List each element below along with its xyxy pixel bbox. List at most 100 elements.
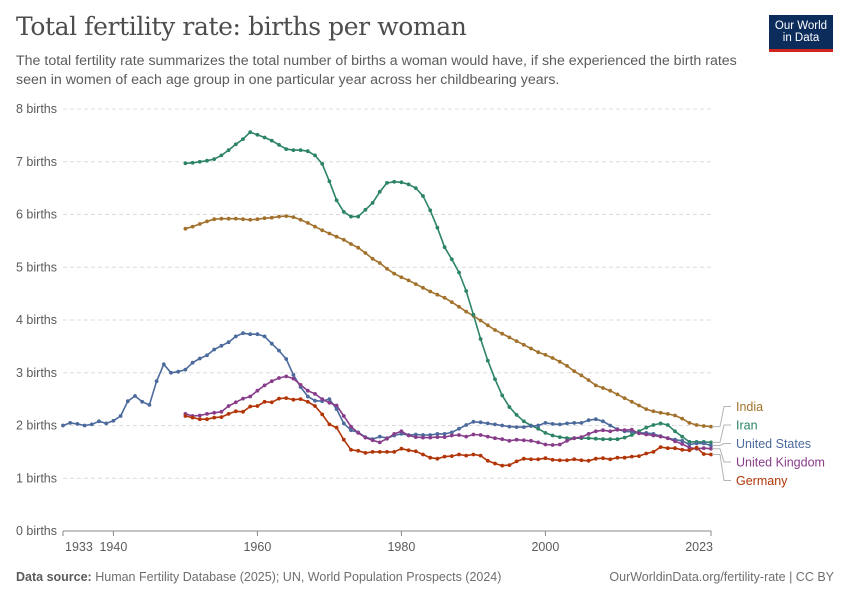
data-point — [442, 295, 447, 300]
data-point — [334, 425, 339, 430]
data-point — [665, 423, 670, 427]
data-point — [471, 419, 476, 424]
data-point — [529, 424, 533, 428]
data-point — [399, 275, 404, 280]
data-point — [514, 425, 519, 429]
series-label: India — [736, 400, 763, 414]
data-point — [118, 414, 123, 418]
data-point — [392, 432, 397, 436]
data-point — [327, 231, 332, 236]
data-point — [284, 147, 289, 152]
data-point — [565, 364, 569, 368]
y-tick-label: 8 births — [16, 102, 57, 116]
data-point — [658, 421, 663, 426]
data-point — [82, 423, 87, 428]
data-point — [449, 300, 454, 304]
label-connector — [712, 443, 731, 446]
owid-logo[interactable]: Our World in Data — [769, 15, 833, 52]
data-point — [262, 334, 267, 339]
data-point — [212, 347, 217, 352]
data-point — [608, 429, 613, 434]
data-point — [385, 181, 389, 185]
data-point — [413, 432, 418, 437]
data-point — [514, 437, 519, 442]
data-point — [471, 452, 476, 457]
data-point — [601, 419, 605, 424]
data-point — [709, 452, 713, 457]
data-point — [493, 422, 497, 427]
data-point — [658, 434, 663, 439]
data-point — [298, 383, 303, 387]
series-line — [62, 332, 712, 447]
data-point — [478, 318, 483, 323]
data-point — [334, 403, 339, 408]
y-tick-label: 3 births — [16, 366, 57, 380]
data-point — [701, 424, 706, 428]
data-point — [284, 396, 289, 400]
data-point — [651, 433, 656, 438]
data-point — [377, 261, 382, 265]
data-point — [226, 412, 231, 416]
data-point — [356, 431, 361, 435]
data-point — [500, 423, 505, 428]
data-point — [320, 228, 325, 233]
data-point — [205, 158, 209, 163]
data-point — [601, 437, 605, 442]
data-point — [601, 386, 605, 390]
data-point — [334, 407, 339, 411]
data-point — [248, 394, 253, 399]
data-point — [593, 417, 598, 422]
data-point — [313, 398, 317, 403]
data-point — [277, 348, 281, 353]
x-tick-label: 1940 — [99, 540, 127, 554]
data-point — [622, 455, 627, 460]
data-point — [593, 429, 598, 434]
data-point — [464, 289, 469, 293]
data-point — [305, 221, 310, 225]
data-point — [665, 412, 670, 416]
data-point — [637, 403, 641, 408]
data-point — [442, 245, 447, 250]
data-source: Data source: Human Fertility Database (2… — [16, 570, 501, 584]
source-link[interactable]: OurWorldinData.org/fertility-rate | CC B… — [609, 570, 834, 584]
data-point — [493, 377, 497, 381]
data-point — [550, 457, 555, 462]
data-point — [190, 160, 195, 165]
data-source-text: Human Fertility Database (2025); UN, Wor… — [95, 570, 502, 584]
data-point — [313, 404, 317, 408]
label-connector — [712, 448, 731, 463]
data-point — [435, 292, 440, 297]
data-point — [651, 450, 656, 454]
data-point — [399, 180, 404, 185]
data-point — [543, 421, 548, 425]
logo-line-1: Our World — [774, 20, 828, 32]
data-point — [680, 447, 685, 452]
y-tick-label: 5 births — [16, 260, 57, 274]
data-point — [687, 448, 692, 453]
data-point — [687, 421, 692, 425]
data-point — [644, 407, 649, 411]
data-point — [212, 157, 217, 162]
data-point — [536, 423, 541, 428]
data-point — [327, 179, 332, 184]
data-point — [327, 397, 332, 401]
data-point — [413, 282, 418, 286]
data-point — [701, 446, 706, 451]
data-point — [262, 399, 267, 404]
data-point — [197, 413, 202, 418]
data-point — [485, 323, 490, 328]
series-line — [185, 131, 712, 444]
data-point — [673, 429, 677, 434]
data-point — [557, 435, 562, 439]
data-point — [291, 215, 296, 220]
data-point — [233, 334, 238, 339]
data-point — [291, 397, 296, 402]
data-point — [133, 394, 137, 398]
data-point — [601, 456, 605, 461]
data-point — [356, 214, 361, 219]
data-point — [183, 226, 188, 231]
data-point — [687, 442, 692, 447]
legend-labels: India Iran United States United Kingdom Germ… — [712, 400, 825, 488]
data-point — [709, 440, 713, 445]
data-point — [658, 445, 663, 449]
